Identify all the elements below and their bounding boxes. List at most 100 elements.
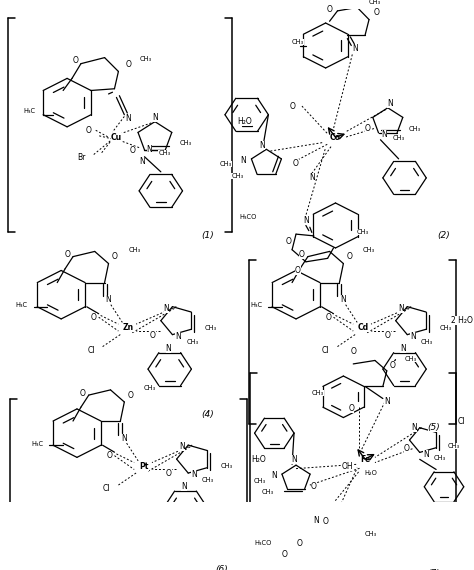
- Text: H₂O: H₂O: [251, 455, 266, 463]
- Text: (2): (2): [438, 231, 450, 241]
- Text: O: O: [80, 389, 86, 398]
- Text: CH₃: CH₃: [158, 150, 171, 156]
- Text: CH₃: CH₃: [179, 140, 191, 146]
- Text: O: O: [348, 404, 354, 413]
- Text: Cl: Cl: [322, 345, 329, 355]
- Text: O: O: [323, 517, 328, 526]
- Text: O: O: [403, 444, 410, 453]
- Text: O: O: [281, 550, 287, 559]
- Text: O: O: [107, 451, 112, 460]
- Text: N: N: [303, 216, 309, 225]
- Text: Cu: Cu: [111, 133, 122, 142]
- Text: N: N: [126, 113, 131, 123]
- Text: O: O: [365, 124, 371, 133]
- Text: O: O: [64, 250, 70, 259]
- Text: N: N: [175, 332, 181, 341]
- Text: N: N: [309, 173, 315, 181]
- Text: Fe: Fe: [360, 455, 370, 463]
- Text: H₂O: H₂O: [237, 117, 252, 126]
- Text: (1): (1): [201, 231, 214, 241]
- Text: O: O: [295, 266, 301, 275]
- Text: O: O: [346, 252, 352, 261]
- Text: N: N: [180, 442, 185, 451]
- Text: CH₃: CH₃: [128, 247, 140, 253]
- Text: O: O: [390, 361, 396, 370]
- Text: Cl: Cl: [458, 417, 465, 426]
- Text: 2 H₂O: 2 H₂O: [451, 316, 473, 325]
- Text: CH₃: CH₃: [357, 229, 369, 235]
- Text: N: N: [410, 332, 416, 341]
- Text: O: O: [73, 56, 79, 65]
- Text: CH₃: CH₃: [144, 385, 156, 391]
- Text: N: N: [165, 344, 172, 353]
- Text: O: O: [374, 8, 380, 17]
- Text: O: O: [290, 101, 296, 111]
- Text: O: O: [91, 313, 97, 321]
- Text: N: N: [106, 295, 111, 304]
- Text: O: O: [350, 347, 356, 356]
- Text: N: N: [401, 344, 406, 353]
- Text: N: N: [146, 145, 152, 154]
- Text: O: O: [297, 539, 303, 548]
- Text: Cd: Cd: [357, 323, 369, 332]
- Text: O: O: [293, 158, 299, 168]
- Text: CH₃: CH₃: [219, 161, 232, 167]
- Text: CH₃: CH₃: [448, 443, 460, 449]
- Text: O: O: [311, 482, 317, 491]
- Text: CH₃: CH₃: [369, 0, 381, 5]
- Text: N: N: [423, 450, 428, 459]
- Text: CH₃: CH₃: [254, 478, 266, 484]
- Text: N: N: [313, 516, 319, 525]
- Text: N: N: [164, 304, 169, 313]
- Text: CH₃: CH₃: [221, 463, 233, 469]
- Text: Zn: Zn: [123, 323, 134, 332]
- Text: CH₃: CH₃: [186, 339, 198, 345]
- Text: N: N: [271, 471, 277, 481]
- Text: O: O: [327, 5, 332, 14]
- Text: O: O: [125, 60, 131, 69]
- Text: N: N: [399, 304, 404, 313]
- Text: O: O: [111, 252, 118, 261]
- Text: CH₃: CH₃: [405, 356, 417, 362]
- Text: H₃C: H₃C: [16, 302, 27, 308]
- Text: CH₃: CH₃: [140, 56, 152, 62]
- Text: CH₃: CH₃: [421, 339, 433, 345]
- Text: CH₃: CH₃: [440, 324, 452, 331]
- Text: H₃C: H₃C: [250, 302, 263, 308]
- Text: CH₃: CH₃: [261, 489, 273, 495]
- Text: CH₃: CH₃: [312, 390, 324, 396]
- Text: CH₃: CH₃: [205, 324, 217, 331]
- Text: (7): (7): [428, 569, 440, 570]
- Text: N: N: [140, 157, 146, 166]
- Text: N: N: [411, 423, 417, 432]
- Text: N: N: [382, 130, 387, 139]
- Text: Br: Br: [77, 153, 86, 162]
- Text: CH₃: CH₃: [231, 173, 243, 179]
- Text: O: O: [129, 146, 135, 154]
- Text: Cl: Cl: [87, 345, 95, 355]
- Text: N: N: [384, 397, 390, 406]
- Text: CH₃: CH₃: [434, 455, 446, 461]
- Text: (6): (6): [216, 565, 228, 570]
- Text: O: O: [166, 469, 172, 478]
- Text: CH₃: CH₃: [365, 531, 377, 536]
- Text: Pt: Pt: [139, 462, 149, 470]
- Text: H₃C: H₃C: [31, 441, 44, 446]
- Text: N: N: [260, 141, 265, 149]
- Text: N: N: [191, 470, 197, 479]
- Text: O: O: [285, 237, 291, 246]
- Text: CH₃: CH₃: [363, 247, 375, 253]
- Text: (5): (5): [428, 424, 440, 433]
- Text: CH₃: CH₃: [292, 39, 304, 45]
- Text: CH₃: CH₃: [409, 127, 421, 132]
- Text: N: N: [340, 295, 346, 304]
- Text: N: N: [387, 99, 392, 108]
- Text: O: O: [150, 331, 156, 340]
- Text: O: O: [299, 250, 305, 259]
- Text: H₃C: H₃C: [23, 108, 36, 114]
- Text: H₃CO: H₃CO: [254, 540, 271, 546]
- Text: O: O: [385, 331, 391, 340]
- Text: Co: Co: [330, 133, 341, 142]
- Text: CH₃: CH₃: [392, 135, 404, 141]
- Text: H₂O: H₂O: [365, 470, 377, 476]
